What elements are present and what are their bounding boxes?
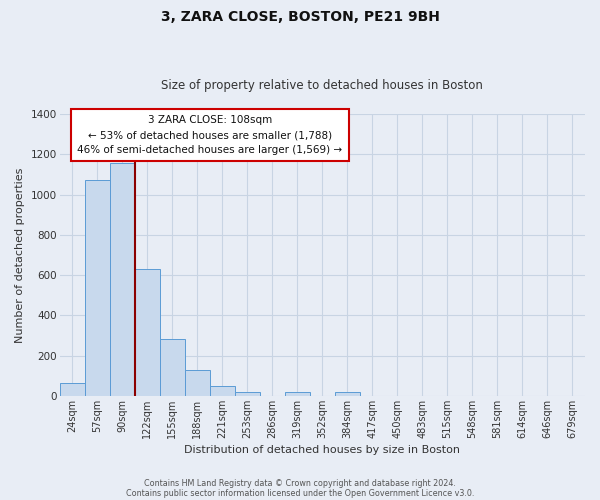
Bar: [335, 392, 360, 396]
Y-axis label: Number of detached properties: Number of detached properties: [15, 168, 25, 342]
Bar: [285, 392, 310, 396]
Bar: [134, 269, 160, 396]
Bar: [85, 180, 110, 396]
Text: Contains HM Land Registry data © Crown copyright and database right 2024.: Contains HM Land Registry data © Crown c…: [144, 478, 456, 488]
X-axis label: Distribution of detached houses by size in Boston: Distribution of detached houses by size …: [184, 445, 460, 455]
Bar: [185, 370, 210, 396]
Bar: [110, 164, 134, 396]
Text: 3, ZARA CLOSE, BOSTON, PE21 9BH: 3, ZARA CLOSE, BOSTON, PE21 9BH: [161, 10, 439, 24]
Title: Size of property relative to detached houses in Boston: Size of property relative to detached ho…: [161, 79, 483, 92]
Text: Contains public sector information licensed under the Open Government Licence v3: Contains public sector information licen…: [126, 488, 474, 498]
Bar: [160, 338, 185, 396]
Text: 3 ZARA CLOSE: 108sqm
← 53% of detached houses are smaller (1,788)
46% of semi-de: 3 ZARA CLOSE: 108sqm ← 53% of detached h…: [77, 116, 342, 155]
Bar: [235, 392, 260, 396]
Bar: [59, 383, 85, 396]
Bar: [210, 386, 235, 396]
